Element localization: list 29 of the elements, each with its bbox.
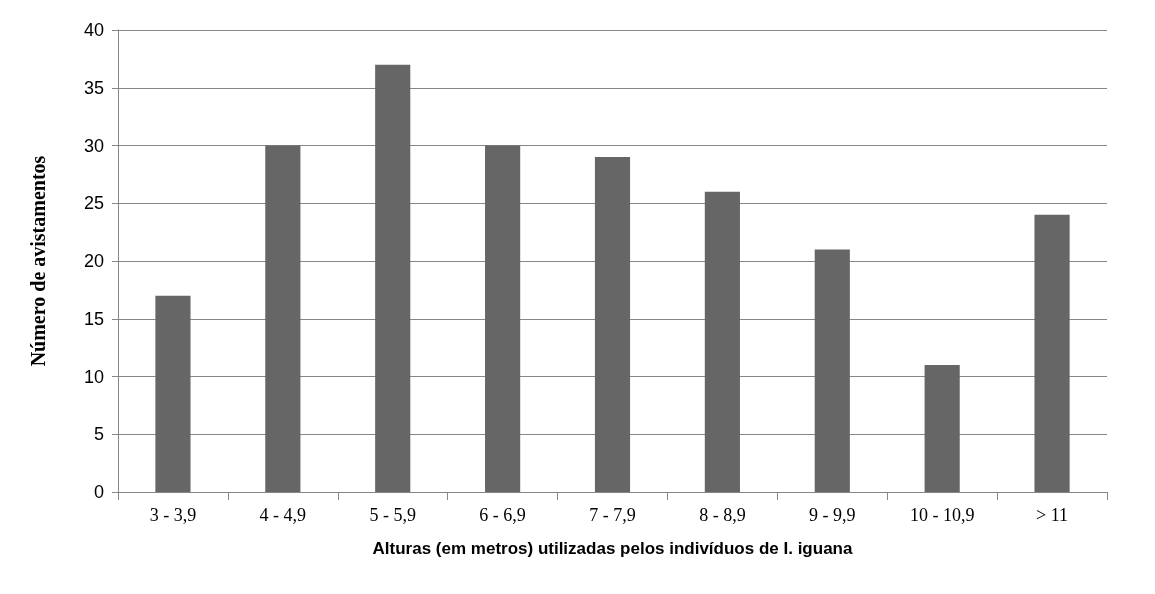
x-tick-label: > 11 [1036,505,1069,525]
y-tick-label: 25 [83,193,104,214]
y-tick-label: 5 [93,424,104,445]
x-tick-label: 10 - 10,9 [909,505,975,525]
x-tick-label: 8 - 8,9 [699,505,746,525]
x-tick-label: 6 - 6,9 [479,505,526,525]
y-tick-label: 40 [83,20,104,40]
bar [704,191,740,492]
y-tick-label: 0 [93,482,104,502]
x-tick-label: 9 - 9,9 [809,505,856,525]
bar [594,157,631,492]
bar [375,64,411,492]
bar [924,364,960,492]
bar [155,295,191,492]
x-tick-label: 5 - 5,9 [369,505,416,525]
y-tick-label: 30 [83,135,104,156]
bar [1034,214,1070,492]
y-tick-label: 20 [83,251,104,271]
x-axis-title: Alturas (em metros) utilizadas pelos indivíduos de I. iguana [372,539,853,558]
bar [265,145,301,492]
bar [814,249,850,492]
y-axis-title: Número de avistamentos [27,155,49,367]
y-tick-label: 15 [83,308,104,329]
x-tick-label: 3 - 3,9 [149,505,197,525]
x-tick-label: 7 - 7,9 [589,505,636,525]
bar [485,145,521,492]
y-tick-label: 10 [83,366,104,387]
y-tick-label: 35 [83,77,104,98]
x-tick-label: 4 - 4,9 [259,505,307,525]
